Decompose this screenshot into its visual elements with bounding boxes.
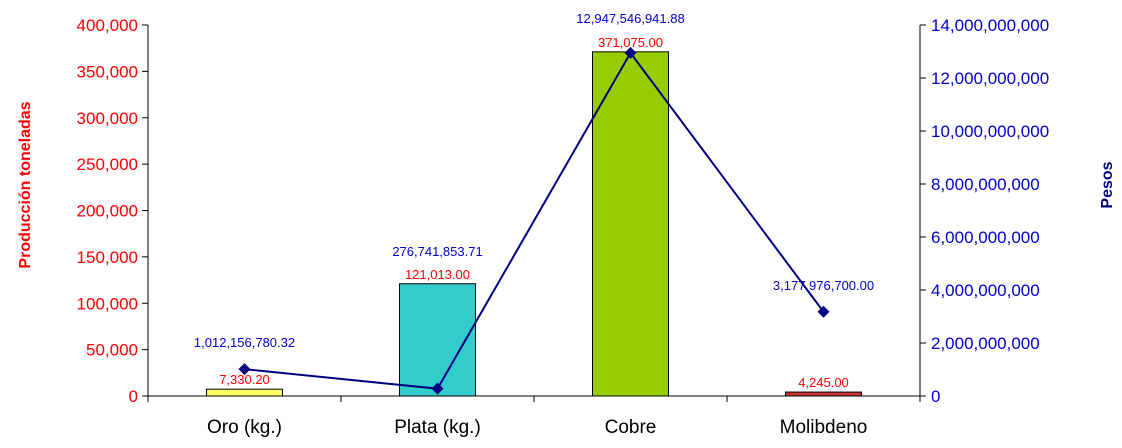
bar-value-label: 4,245.00 [798, 375, 849, 390]
bars-group [206, 51, 862, 397]
bar-value-label: 121,013.00 [405, 267, 470, 282]
line-path [244, 51, 825, 390]
y2-tick-label: 6,000,000,000 [931, 228, 1040, 247]
y2-tick-label: 2,000,000,000 [931, 334, 1040, 353]
axes-group: 0 50,000 100,000 150,000 200,000 250,000 300,0… [77, 16, 1050, 438]
y-tick-label: 250,000 [77, 155, 138, 174]
bar [785, 391, 862, 397]
y2-tick-label: 0 [931, 387, 940, 406]
line-value-label: 1,012,156,780.32 [194, 335, 295, 350]
bar [592, 51, 669, 397]
line-value-label: 12,947,546,941.88 [576, 11, 684, 26]
y2-axis-title: Pesos [1099, 161, 1116, 208]
line-point [624, 46, 637, 59]
line-point [817, 305, 830, 318]
y-tick-label: 300,000 [77, 109, 138, 128]
line-value-label: 3,177,976,700.00 [773, 278, 874, 293]
y-tick-label: 200,000 [77, 202, 138, 221]
y2-tick-label: 10,000,000,000 [931, 122, 1049, 141]
line-value-label: 276,741,853.71 [392, 244, 482, 259]
y2-tick-label: 14,000,000,000 [931, 16, 1049, 35]
x-tick-label: Oro (kg.) [207, 417, 282, 438]
labels-group: 7,330.20 121,013.00 371,075.00 4,245.00 1,01… [194, 11, 874, 390]
bar-value-label: 371,075.00 [598, 35, 663, 50]
y-tick-label: 150,000 [77, 248, 138, 267]
y-axis-title: Producción toneladas [17, 101, 34, 268]
bar [399, 283, 476, 397]
y-tick-label: 400,000 [77, 16, 138, 35]
y-tick-label: 100,000 [77, 294, 138, 313]
x-tick-label: Plata (kg.) [394, 417, 481, 438]
y2-tick-label: 12,000,000,000 [931, 69, 1049, 88]
y-tick-label: 350,000 [77, 62, 138, 81]
x-tick-label: Molibdeno [780, 417, 868, 438]
y2-tick-label: 4,000,000,000 [931, 281, 1040, 300]
line-point [238, 363, 251, 376]
y-tick-label: 50,000 [86, 341, 138, 360]
line-point [431, 382, 444, 395]
line-series-group [238, 46, 830, 395]
bar [206, 388, 283, 397]
y2-tick-label: 8,000,000,000 [931, 175, 1040, 194]
bar-value-label: 7,330.20 [219, 372, 270, 387]
x-tick-label: Cobre [605, 417, 657, 438]
y-tick-label: 0 [129, 387, 138, 406]
